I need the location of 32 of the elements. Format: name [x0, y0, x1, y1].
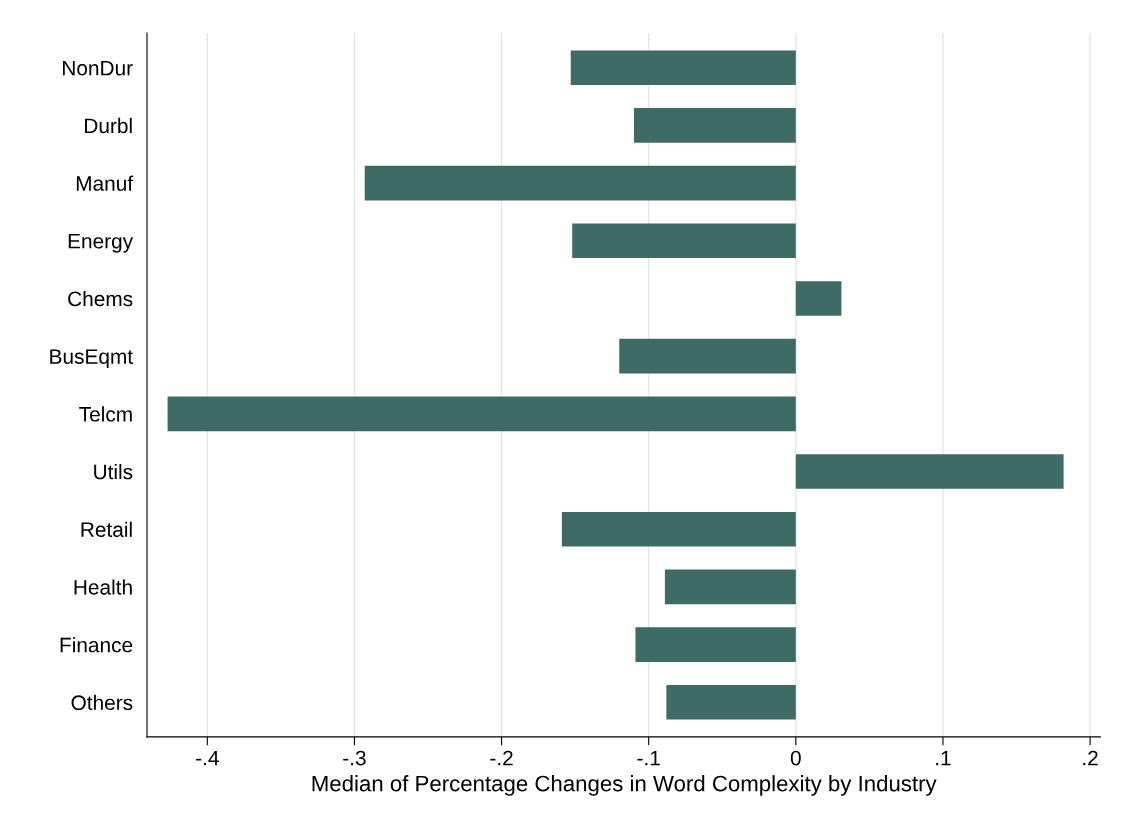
x-tick-label: .2 [1083, 750, 1098, 766]
y-tick-label: Durbl [85, 117, 132, 134]
bar [572, 223, 796, 259]
x-tick-label: -.2 [490, 750, 513, 766]
y-tick-label: BusEqmt [50, 349, 133, 369]
bar [619, 338, 796, 374]
x-tick-label: -.4 [196, 750, 219, 766]
bar [167, 396, 796, 432]
bar [795, 281, 842, 316]
bar [664, 569, 796, 605]
bar [570, 50, 796, 86]
bar [633, 108, 796, 143]
y-tick-label: NonDur [63, 60, 133, 76]
y-tick-label: Health [74, 579, 132, 595]
x-axis-title: Median of Percentage Changes in Word Complexity by Industry [312, 775, 937, 796]
bar [561, 511, 796, 547]
bar [795, 454, 1064, 489]
bar [364, 165, 796, 201]
x-tick-label: .1 [936, 750, 951, 766]
y-tick-label: Finance [60, 637, 133, 653]
x-tick-label: -.3 [343, 750, 366, 766]
y-tick-label: Retail [81, 521, 132, 537]
y-tick-label: Chems [68, 290, 133, 307]
y-tick-label: Telcm [79, 406, 132, 422]
y-tick-label: Others [71, 694, 133, 711]
bar [635, 627, 796, 662]
bar [666, 685, 796, 720]
x-tick-label: 0 [790, 750, 801, 766]
y-tick-label: Energy [68, 234, 134, 253]
x-tick-label: -.1 [637, 750, 660, 766]
y-tick-label: Manuf [76, 175, 134, 191]
y-tick-label: Utils [94, 464, 133, 480]
